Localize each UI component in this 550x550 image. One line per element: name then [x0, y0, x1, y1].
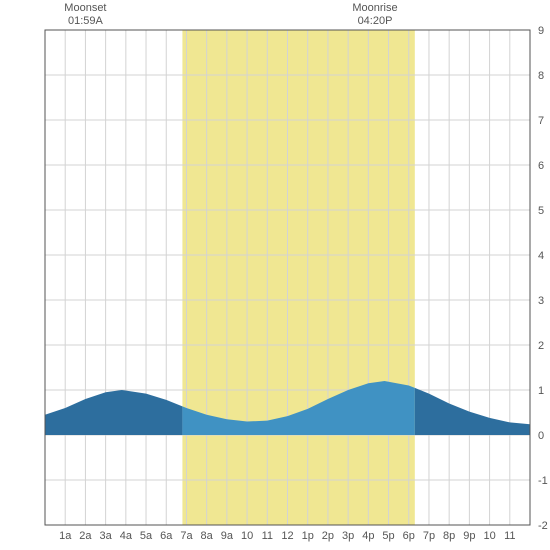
y-tick-label: -1: [538, 475, 548, 487]
x-tick-label: 6a: [160, 530, 173, 542]
x-tick-label: 7a: [180, 530, 193, 542]
x-tick-label: 11: [504, 530, 515, 542]
x-tick-label: 4a: [120, 530, 133, 542]
y-tick-label: 9: [538, 25, 544, 37]
x-tick-label: 9p: [463, 530, 475, 542]
x-tick-label: 5a: [140, 530, 153, 542]
y-tick-label: 6: [538, 160, 544, 172]
x-tick-label: 10: [241, 530, 253, 542]
x-tick-label: 7p: [423, 530, 435, 542]
x-tick-label: 6p: [403, 530, 415, 542]
tide-chart: Moonset 01:59A Moonrise 04:20P 1a2a3a4a5…: [0, 0, 550, 550]
y-tick-label: 1: [538, 385, 544, 397]
x-tick-label: 5p: [382, 530, 394, 542]
y-tick-label: 7: [538, 115, 544, 127]
y-tick-label: 8: [538, 70, 544, 82]
y-tick-label: 5: [538, 205, 544, 217]
y-tick-label: 3: [538, 295, 544, 307]
x-tick-label: 8p: [443, 530, 455, 542]
y-tick-label: -2: [538, 520, 548, 532]
x-tick-label: 11: [262, 530, 273, 542]
x-tick-label: 1a: [59, 530, 72, 542]
x-tick-label: 10: [483, 530, 495, 542]
y-tick-label: 2: [538, 340, 544, 352]
x-tick-label: 2p: [322, 530, 334, 542]
x-tick-label: 3a: [100, 530, 113, 542]
x-tick-label: 8a: [201, 530, 214, 542]
x-tick-label: 12: [281, 530, 293, 542]
x-tick-label: 9a: [221, 530, 234, 542]
x-tick-label: 4p: [362, 530, 374, 542]
y-tick-label: 4: [538, 250, 544, 262]
chart-svg: 1a2a3a4a5a6a7a8a9a1011121p2p3p4p5p6p7p8p…: [0, 0, 550, 550]
y-tick-label: 0: [538, 430, 544, 442]
x-tick-label: 1p: [302, 530, 314, 542]
x-tick-label: 2a: [79, 530, 92, 542]
x-tick-label: 3p: [342, 530, 354, 542]
